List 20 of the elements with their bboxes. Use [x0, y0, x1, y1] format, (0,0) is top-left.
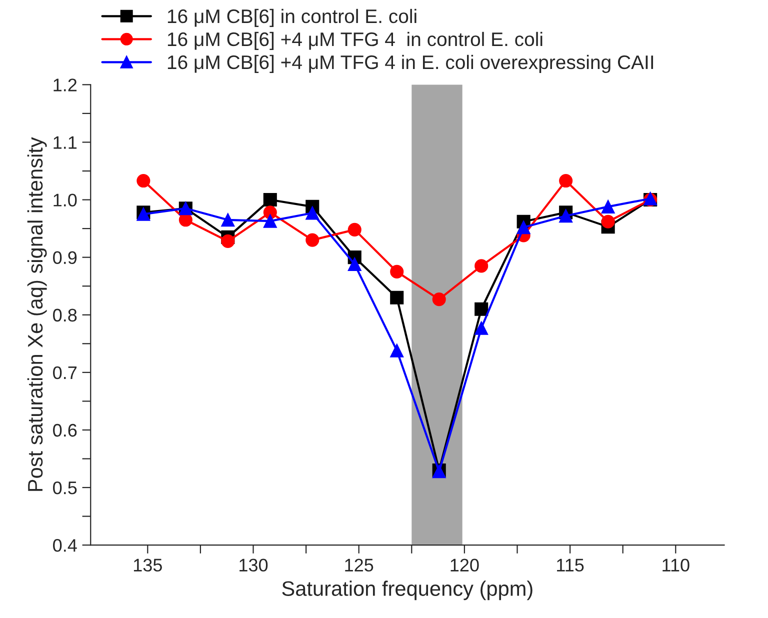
x-tick-label: 130: [240, 558, 268, 572]
y-tick-label: 1.0: [54, 194, 77, 206]
y-tick-label: 0.5: [53, 481, 77, 494]
x-tick-label: 115: [557, 558, 584, 572]
y-tick-label: 0.7: [53, 366, 77, 380]
legend-label: 16 μM CB[6] in control E. coli: [168, 8, 416, 28]
y-tick-label: 1.1: [54, 136, 77, 149]
y-tick-label: 0.6: [53, 424, 77, 437]
x-tick-label: 135: [134, 558, 162, 572]
y-tick-label: 0.8: [53, 308, 77, 322]
y-tick-label: 0.4: [53, 539, 77, 552]
legend-label: 16 μM CB[6] +4 μM TFG 4 in E. coli overexpressing CAII: [168, 54, 654, 73]
legend-label: 16 μM CB[6] +4 μM TFG 4 in control E. coli: [168, 32, 542, 50]
x-tick-label: 110: [662, 558, 690, 572]
x-axis-title: Saturation frequency (ppm): [282, 580, 532, 600]
y-tick-label: 1.2: [54, 78, 77, 92]
x-tick-label: 120: [450, 558, 479, 572]
y-axis-title: Post saturation Xe (aq) signal intensity: [27, 137, 47, 491]
y-tick-label: 0.9: [53, 251, 77, 264]
x-tick-label: 125: [345, 558, 374, 572]
